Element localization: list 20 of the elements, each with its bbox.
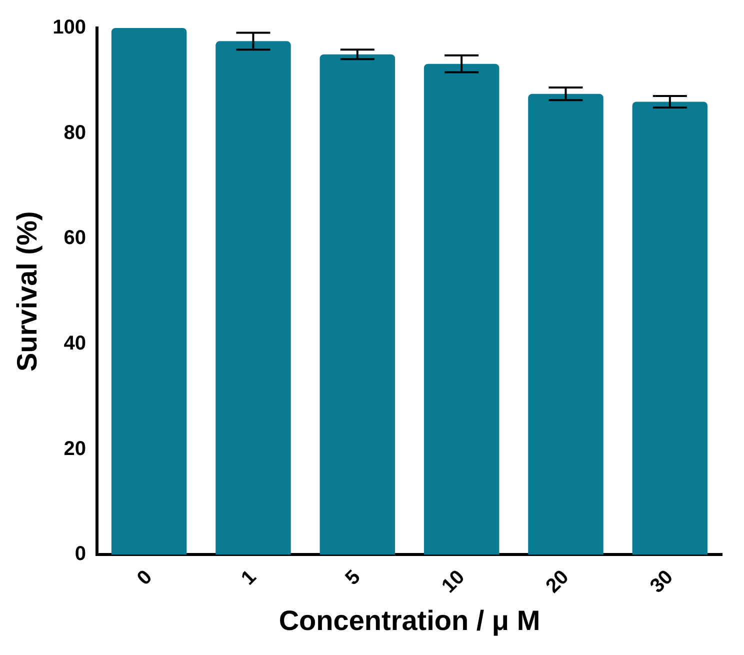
bar bbox=[528, 94, 604, 555]
y-tick-label: 80 bbox=[64, 122, 86, 144]
y-tick-label: 0 bbox=[74, 543, 86, 566]
bar bbox=[424, 64, 500, 555]
x-tick-label: 20 bbox=[542, 566, 574, 598]
y-tick-label: 100 bbox=[52, 16, 86, 39]
bar bbox=[320, 54, 396, 555]
x-axis-title: Concentration / μ M bbox=[278, 604, 540, 636]
x-tick-label: 5 bbox=[341, 566, 365, 590]
x-tick-label: 30 bbox=[646, 566, 678, 598]
bar bbox=[632, 102, 708, 555]
bar bbox=[111, 28, 187, 555]
y-axis-title: Survival (%) bbox=[12, 211, 43, 372]
x-tick-label: 1 bbox=[237, 566, 261, 590]
y-tick-label: 20 bbox=[64, 438, 86, 460]
x-tick-label: 10 bbox=[438, 566, 470, 598]
y-tick-label: 60 bbox=[64, 227, 86, 250]
bar bbox=[216, 41, 291, 555]
x-tick-label: 0 bbox=[133, 566, 156, 590]
y-tick-label: 40 bbox=[64, 332, 86, 355]
